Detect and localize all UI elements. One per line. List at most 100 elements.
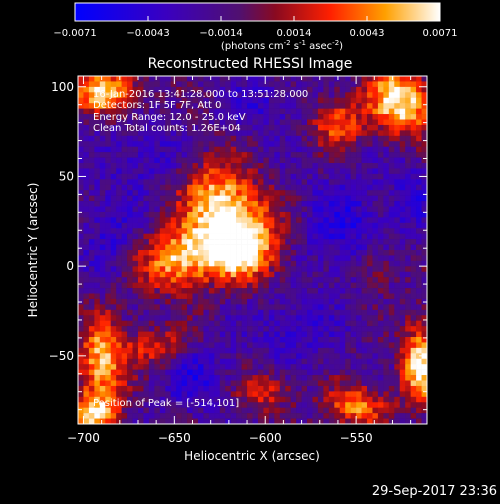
- heatmap-cell: [170, 103, 177, 109]
- heatmap-cell: [132, 391, 139, 398]
- heatmap-cell: [78, 124, 84, 131]
- heatmap-cell: [192, 347, 199, 354]
- heatmap-cell: [317, 81, 324, 88]
- heatmap-cell: [197, 135, 204, 142]
- heatmap-cell: [208, 141, 215, 147]
- heatmap-cell: [116, 173, 122, 180]
- heatmap-cell: [285, 320, 291, 327]
- heatmap-cell: [230, 233, 237, 240]
- heatmap-cell: [192, 315, 199, 321]
- heatmap-cell: [372, 375, 379, 381]
- heatmap-cell: [290, 103, 297, 109]
- heatmap-cell: [263, 173, 270, 180]
- heatmap-cell: [421, 326, 428, 332]
- heatmap-cell: [301, 385, 308, 392]
- heatmap-cell: [110, 86, 117, 93]
- heatmap-cell: [165, 152, 171, 158]
- heatmap-cell: [383, 206, 390, 213]
- heatmap-cell: [99, 342, 106, 349]
- heatmap-cell: [317, 233, 324, 240]
- heatmap-cell: [148, 114, 155, 120]
- heatmap-cell: [137, 103, 144, 109]
- heatmap-cell: [121, 119, 128, 126]
- heatmap-cell: [339, 135, 346, 142]
- heatmap-cell: [323, 396, 330, 403]
- heatmap-cell: [339, 141, 346, 147]
- heatmap-cell: [247, 233, 253, 240]
- heatmap-cell: [94, 119, 101, 126]
- heatmap-cell: [197, 97, 204, 104]
- heatmap-cell: [148, 222, 155, 229]
- heatmap-cell: [361, 86, 368, 93]
- heatmap-cell: [88, 195, 95, 202]
- heatmap-cell: [279, 413, 286, 419]
- heatmap-cell: [192, 255, 199, 262]
- heatmap-cell: [241, 206, 248, 213]
- heatmap-cell: [312, 331, 319, 338]
- heatmap-cell: [268, 407, 275, 414]
- heatmap-cell: [143, 380, 150, 387]
- heatmap-cell: [78, 86, 84, 93]
- heatmap-cell: [148, 271, 155, 278]
- heatmap-cell: [170, 184, 177, 191]
- heatmap-cell: [176, 92, 182, 99]
- heatmap-cell: [154, 217, 161, 224]
- heatmap-cell: [148, 152, 155, 158]
- heatmap-cell: [208, 407, 215, 414]
- heatmap-cell: [377, 179, 384, 186]
- heatmap-cell: [421, 163, 428, 169]
- heatmap-cell: [110, 157, 117, 164]
- heatmap-cell: [296, 97, 302, 104]
- heatmap-cell: [137, 76, 144, 82]
- heatmap-cell: [285, 396, 291, 403]
- heatmap-cell: [345, 271, 351, 278]
- heatmap-cell: [307, 163, 313, 169]
- heatmap-cell: [105, 385, 112, 392]
- heatmap-cell: [127, 211, 133, 218]
- heatmap-cell: [236, 326, 242, 332]
- heatmap-cell: [165, 364, 171, 370]
- heatmap-cell: [176, 250, 182, 256]
- heatmap-cell: [116, 201, 122, 207]
- heatmap-cell: [187, 255, 193, 262]
- heatmap-cell: [208, 179, 215, 186]
- heatmap-cell: [317, 418, 324, 425]
- heatmap-cell: [399, 206, 406, 213]
- heatmap-cell: [88, 211, 95, 218]
- heatmap-cell: [110, 413, 117, 419]
- heatmap-cell: [203, 293, 210, 300]
- heatmap-cell: [165, 114, 171, 120]
- heatmap-cell: [263, 157, 270, 164]
- heatmap-cell: [176, 152, 182, 158]
- heatmap-cell: [328, 304, 335, 311]
- heatmap-cell: [296, 179, 302, 186]
- heatmap-cell: [127, 184, 133, 191]
- heatmap-cell: [312, 141, 319, 147]
- heatmap-cell: [350, 304, 357, 311]
- heatmap-cell: [148, 255, 155, 262]
- heatmap-cell: [252, 130, 259, 137]
- heatmap-cell: [121, 228, 128, 234]
- heatmap-cell: [312, 228, 319, 234]
- heatmap-cell: [317, 201, 324, 207]
- heatmap-cell: [88, 222, 95, 229]
- heatmap-cell: [296, 293, 302, 300]
- heatmap-cell: [83, 413, 90, 419]
- heatmap-cell: [247, 315, 253, 321]
- heatmap-cell: [257, 391, 264, 398]
- heatmap-cell: [99, 364, 106, 370]
- heatmap-cell: [252, 195, 259, 202]
- heatmap-cell: [405, 190, 411, 196]
- heatmap-cell: [148, 260, 155, 267]
- heatmap-cell: [334, 347, 341, 354]
- heatmap-cell: [94, 201, 101, 207]
- heatmap-cell: [181, 135, 188, 142]
- heatmap-cell: [263, 342, 270, 349]
- heatmap-cell: [388, 92, 395, 99]
- heatmap-cell: [257, 293, 264, 300]
- heatmap-cell: [219, 369, 226, 376]
- heatmap-cell: [317, 168, 324, 175]
- heatmap-cell: [279, 141, 286, 147]
- heatmap-cell: [285, 304, 291, 311]
- heatmap-cell: [301, 157, 308, 164]
